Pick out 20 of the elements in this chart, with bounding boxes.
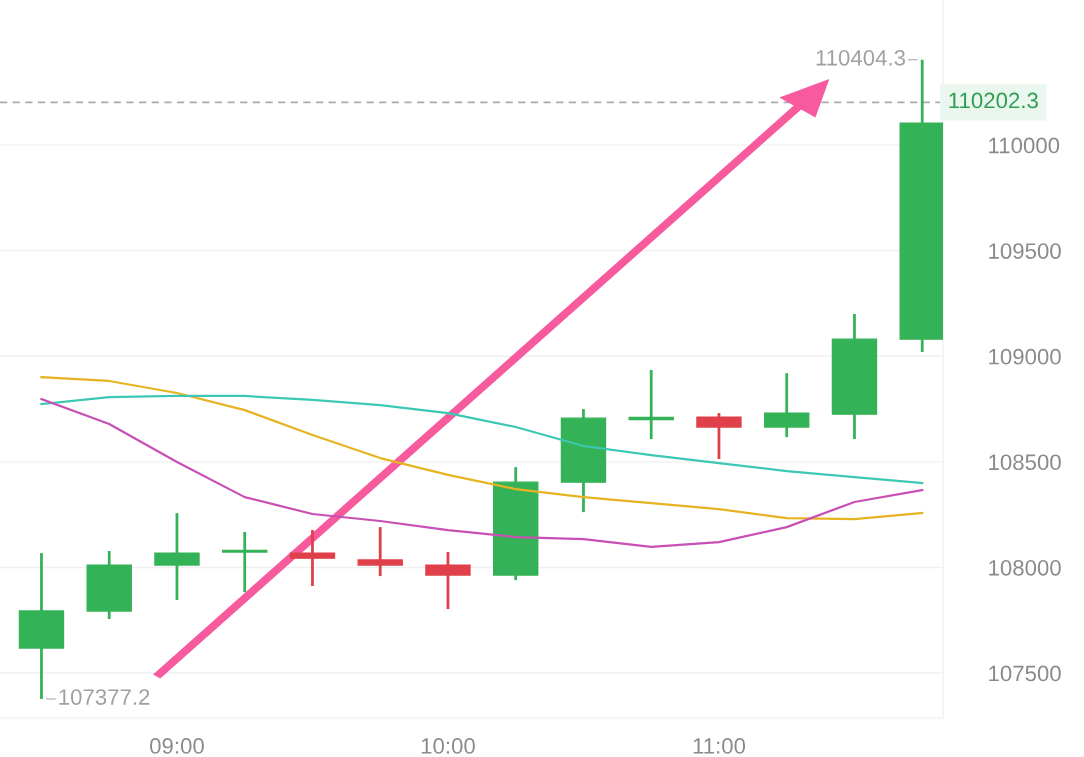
- candlestick: [289, 528, 336, 588]
- candlestick: [357, 525, 403, 578]
- ref-line-label: 110202.3: [949, 92, 1038, 109]
- x-tick-label: 09:00: [150, 738, 204, 754]
- y-tick-label: 110000: [989, 137, 1060, 154]
- annotation: 110404.3: [816, 49, 905, 66]
- annotation: 107377.2: [59, 689, 150, 705]
- y-tick-label: 108000: [989, 559, 1061, 576]
- candlestick: [221, 530, 268, 594]
- y-tick-label: 107500: [989, 665, 1061, 682]
- line-series: [40, 394, 924, 485]
- x-tick-label: 10:00: [421, 738, 475, 754]
- y-tick-label: 109000: [989, 348, 1061, 365]
- y-tick-label: 108500: [989, 454, 1061, 471]
- line-series: [40, 376, 924, 521]
- y-tick-label: 109500: [989, 243, 1061, 259]
- candlestick: [154, 511, 200, 602]
- line-series: [40, 398, 924, 549]
- candlestick: [425, 550, 471, 611]
- x-tick-label: 11:00: [693, 738, 746, 754]
